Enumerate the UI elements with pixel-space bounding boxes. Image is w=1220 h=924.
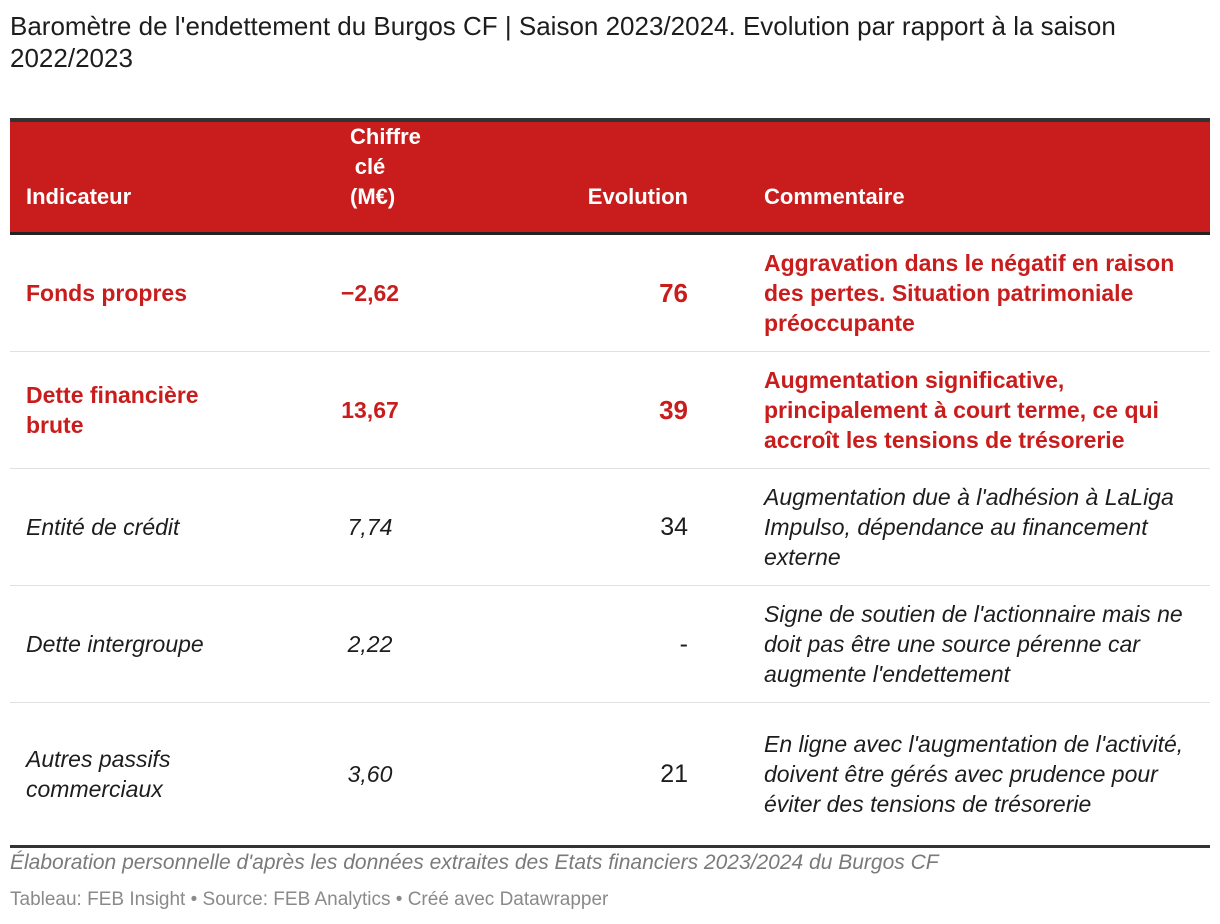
column-header-indicateur: Indicateur (10, 118, 260, 235)
credits-line: Tableau: FEB Insight • Source: FEB Analy… (10, 889, 609, 910)
cell-indicateur: Fonds propres (10, 233, 260, 352)
cell-chiffre: −2,62 (260, 233, 480, 352)
cell-indicateur: Dette financière brute (10, 351, 260, 469)
table-header-row: Indicateur Chiffre clé (M€) Evolution Co… (10, 118, 1210, 235)
cell-commentaire: Aggravation dans le négatif en raison de… (700, 233, 1210, 352)
column-header-chiffre-cle: Chiffre clé (M€) (260, 118, 480, 235)
table-row: Entité de crédit 7,74 34 Augmentation du… (10, 468, 1210, 586)
source-note: Élaboration personnelle d'après les donn… (10, 851, 939, 874)
cell-evolution: 34 (480, 468, 700, 586)
cell-commentaire: Signe de soutien de l'actionnaire mais n… (700, 585, 1210, 703)
cell-chiffre: 2,22 (260, 585, 480, 703)
cell-evolution: 21 (480, 702, 700, 848)
table-row: Dette financière brute 13,67 39 Augmenta… (10, 351, 1210, 469)
cell-chiffre: 3,60 (260, 702, 480, 848)
chart-title: Baromètre de l'endettement du Burgos CF … (10, 11, 1116, 73)
cell-chiffre: 7,74 (260, 468, 480, 586)
cell-indicateur: Dette intergroupe (10, 585, 260, 703)
cell-indicateur: Autres passifs commerciaux (10, 702, 260, 848)
table-row: Dette intergroupe 2,22 - Signe de soutie… (10, 585, 1210, 703)
column-header-evolution: Evolution (480, 118, 700, 235)
cell-commentaire: Augmentation significative, principaleme… (700, 351, 1210, 469)
table-row: Autres passifs commerciaux 3,60 21 En li… (10, 702, 1210, 848)
cell-commentaire: En ligne avec l'augmentation de l'activi… (700, 702, 1210, 848)
cell-chiffre: 13,67 (260, 351, 480, 469)
column-header-commentaire: Commentaire (700, 118, 1210, 235)
data-table: Indicateur Chiffre clé (M€) Evolution Co… (10, 118, 1210, 848)
cell-evolution: 76 (480, 233, 700, 352)
cell-commentaire: Augmentation due à l'adhésion à LaLiga I… (700, 468, 1210, 586)
cell-evolution: 39 (480, 351, 700, 469)
cell-indicateur: Entité de crédit (10, 468, 260, 586)
cell-evolution: - (480, 585, 700, 703)
table-row: Fonds propres −2,62 76 Aggravation dans … (10, 233, 1210, 352)
